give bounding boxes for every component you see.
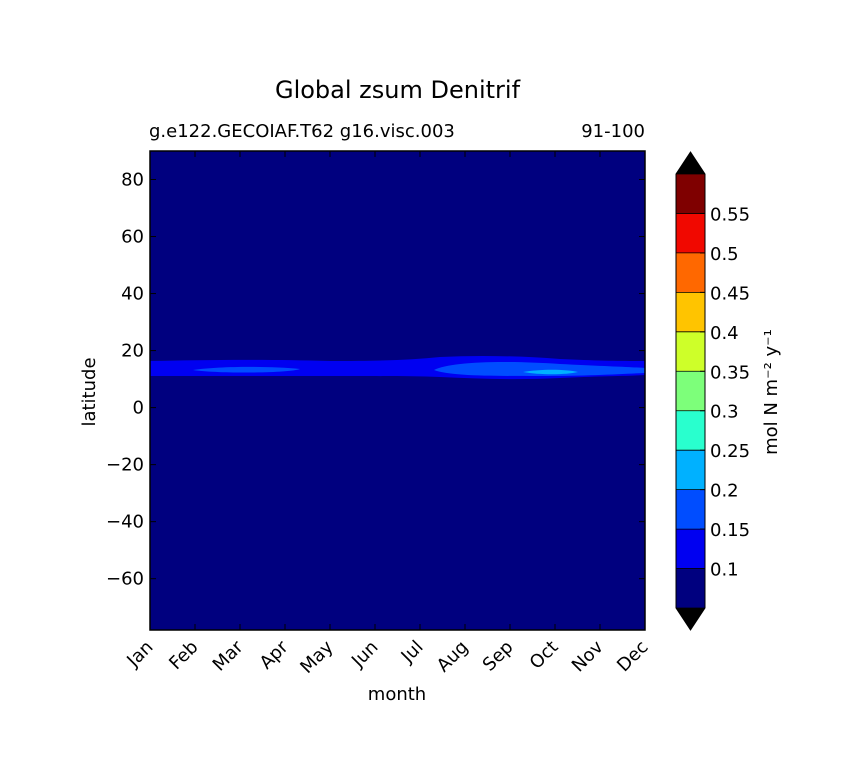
colorbar-outline xyxy=(675,151,706,631)
colorbar-tick-label: 0.15 xyxy=(710,520,750,541)
y-tick-label: 80 xyxy=(121,170,144,191)
colorbar-tick-label: 0.3 xyxy=(710,402,739,423)
colorbar-segment xyxy=(676,568,705,608)
x-tick-label: May xyxy=(296,636,337,677)
colorbar-segment xyxy=(676,292,705,332)
colorbar-segment xyxy=(676,489,705,530)
colorbar-segment xyxy=(676,450,705,490)
colorbar-tick-label: 0.55 xyxy=(710,204,750,225)
y-tick-label: 0 xyxy=(133,398,144,419)
x-tick-label: Dec xyxy=(613,637,652,676)
colorbar-segment xyxy=(676,174,705,214)
plot-frame xyxy=(149,150,646,631)
y-tick-label: −60 xyxy=(106,569,144,590)
x-tick-label: Jul xyxy=(397,637,428,668)
colorbar-extend-min xyxy=(676,608,705,630)
colorbar-extend-max xyxy=(676,152,705,174)
colorbar-segment xyxy=(676,213,705,253)
colorbar-tick-label: 0.4 xyxy=(710,323,739,344)
y-tick-label: −40 xyxy=(106,512,144,533)
x-tick-label: Sep xyxy=(479,637,518,676)
x-tick-label: Nov xyxy=(568,636,608,676)
x-tick-label: Oct xyxy=(526,637,563,674)
colorbar-label: mol N m⁻² y⁻¹ xyxy=(761,329,782,455)
colorbar-tick-label: 0.25 xyxy=(710,441,750,462)
colorbar-segment xyxy=(676,331,705,372)
colorbar-segment xyxy=(676,529,705,569)
colorbar-tick-label: 0.1 xyxy=(710,560,739,581)
colorbar-tick-label: 0.45 xyxy=(710,283,750,304)
heatmap-background xyxy=(150,151,645,630)
colorbar-tick-label: 0.2 xyxy=(710,481,739,502)
y-axis-label: latitude xyxy=(79,357,100,426)
chart-subtitle-years: 91-100 xyxy=(581,121,645,142)
x-tick-label: Mar xyxy=(209,636,248,675)
y-axis: 80 60 40 20 0 −20 −40 −60 xyxy=(106,170,645,590)
colorbar-segment xyxy=(676,252,705,293)
chart-title: Global zsum Denitrif xyxy=(274,76,521,104)
x-tick-label: Aug xyxy=(433,637,473,677)
y-tick-label: 20 xyxy=(121,341,144,362)
x-tick-label: Feb xyxy=(165,637,202,674)
y-tick-label: 40 xyxy=(121,284,144,305)
colorbar: 0.1 0.15 0.2 0.25 0.3 0.35 0.4 0.45 0.5 0.55 xyxy=(675,151,750,631)
x-axis-label: month xyxy=(368,684,426,705)
colorbar-tick-label: 0.5 xyxy=(710,244,739,265)
y-tick-label: 60 xyxy=(121,227,144,248)
x-tick-label: Apr xyxy=(256,636,293,673)
chart-subtitle-case: g.e122.GECOIAF.T62 g16.visc.003 xyxy=(149,121,455,142)
heatmap-band-0.15-0.2-aug-dec xyxy=(434,362,645,376)
y-tick-label: −20 xyxy=(106,455,144,476)
x-tick-label: Jan xyxy=(122,637,157,672)
heatmap-band-0.15-0.2-feb-apr xyxy=(193,366,300,373)
plot-area xyxy=(149,150,646,631)
x-tick-label: Jun xyxy=(347,637,382,672)
heatmap-band-0.2-0.25 xyxy=(523,369,578,375)
colorbar-tick-label: 0.35 xyxy=(710,362,750,383)
colorbar-segment xyxy=(676,410,705,451)
colorbar-segment xyxy=(676,371,705,411)
